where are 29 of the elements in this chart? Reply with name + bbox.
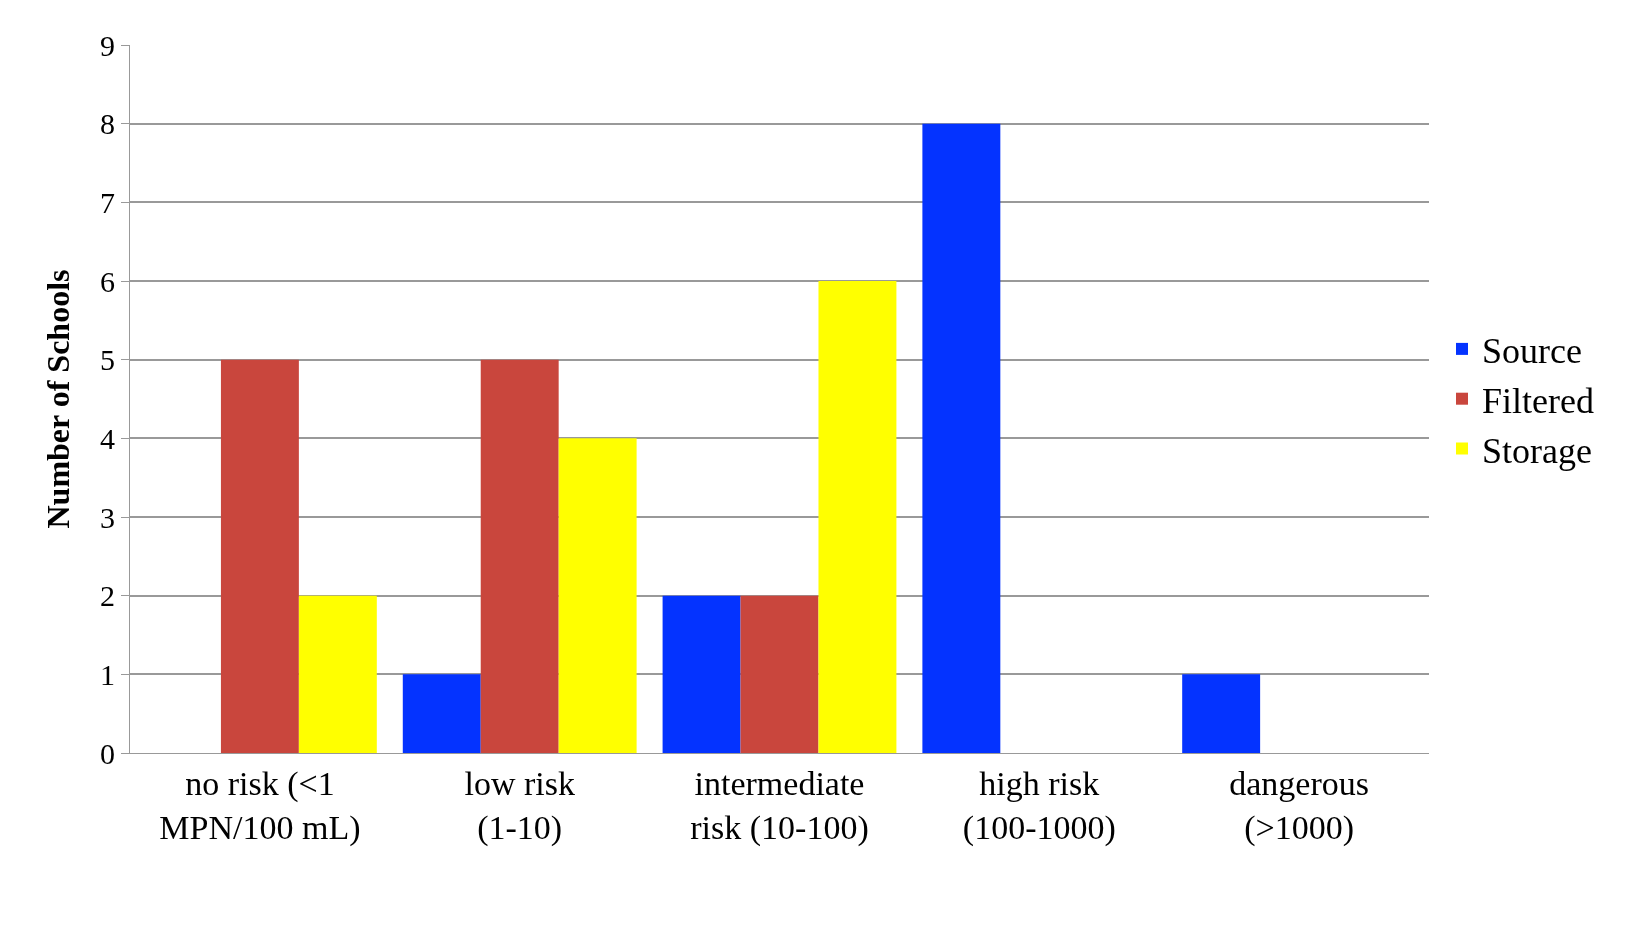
y-tick-label: 2 xyxy=(100,579,115,613)
y-tick-label: 6 xyxy=(100,264,115,298)
x-tick-label: no risk (<1 MPN/100 mL) xyxy=(159,764,361,847)
y-axis-title: Number of Schools xyxy=(40,269,77,529)
y-tick-label: 3 xyxy=(100,500,115,534)
bar xyxy=(818,281,897,753)
y-tick-label: 8 xyxy=(100,107,115,141)
bar xyxy=(558,438,637,753)
y-tick-label: 0 xyxy=(100,736,115,770)
bar xyxy=(402,674,481,753)
y-tick-label: 4 xyxy=(100,421,115,455)
bar xyxy=(298,595,377,753)
legend-label: Filtered xyxy=(1481,380,1594,421)
y-tick-label: 9 xyxy=(100,28,115,62)
y-tick-label: 7 xyxy=(100,185,115,219)
bar xyxy=(1182,674,1261,753)
bar xyxy=(922,123,1001,753)
x-tick-label: dangerous (>1000) xyxy=(1229,764,1369,847)
y-tick-label: 5 xyxy=(100,343,115,377)
y-tick-label: 1 xyxy=(100,657,115,691)
bar xyxy=(740,595,819,753)
x-tick-label: intermediate risk (10-100) xyxy=(690,764,869,847)
x-tick-label: low risk (1-10) xyxy=(464,764,575,847)
bar xyxy=(480,359,559,753)
bar xyxy=(220,359,299,753)
legend-label: Storage xyxy=(1481,430,1592,471)
x-tick-label: high risk (100-1000) xyxy=(962,764,1116,847)
legend-label: Source xyxy=(1481,330,1582,371)
bar xyxy=(662,595,741,753)
